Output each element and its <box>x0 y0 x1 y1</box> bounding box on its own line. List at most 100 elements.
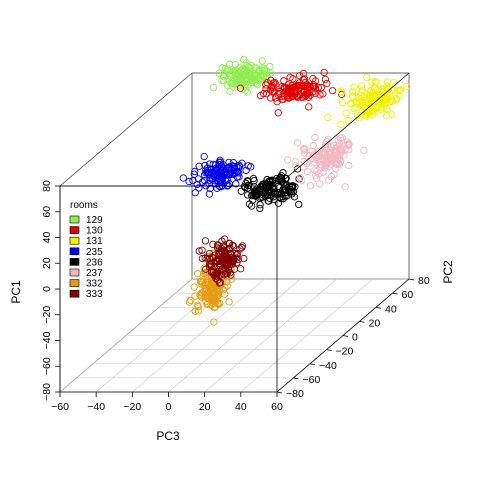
data-point <box>301 145 309 153</box>
data-point <box>371 91 380 99</box>
data-point <box>210 318 218 326</box>
series-131 <box>324 73 411 129</box>
data-point <box>294 81 302 90</box>
data-point <box>327 173 335 181</box>
data-point <box>388 110 396 118</box>
legend-swatch <box>69 226 80 234</box>
data-point <box>244 181 252 190</box>
data-point <box>267 76 275 84</box>
data-point <box>374 85 382 94</box>
y-axis-title: PC2 <box>441 260 455 284</box>
data-point <box>382 112 391 120</box>
data-point <box>248 202 256 210</box>
data-point <box>370 84 379 93</box>
data-point <box>319 168 327 176</box>
y-axis-ticks: −80 −60 −40 −20 0 20 40 60 80 <box>276 275 430 400</box>
data-point <box>273 190 282 198</box>
data-point <box>300 87 309 96</box>
x-tick-label: −40 <box>87 401 105 413</box>
data-point <box>286 73 294 82</box>
data-point <box>358 86 367 94</box>
box-front-edges <box>59 72 410 393</box>
data-point <box>313 174 321 183</box>
z-tick-label: 40 <box>41 232 53 244</box>
x-tick-label: 0 <box>166 401 172 413</box>
data-point <box>323 144 331 152</box>
data-point <box>205 190 214 198</box>
data-point <box>272 174 281 183</box>
data-point <box>236 84 245 92</box>
data-point <box>355 98 364 106</box>
data-point <box>367 107 376 115</box>
data-point <box>352 103 360 112</box>
z-tick-label: −60 <box>41 357 53 375</box>
z-axis-ticks: −80 −60 −40 −20 0 20 40 60 80 <box>41 180 60 401</box>
legend-swatch <box>69 268 80 277</box>
data-point <box>265 197 273 205</box>
data-point <box>285 84 293 92</box>
data-point <box>341 146 349 154</box>
data-point <box>203 300 211 309</box>
data-point <box>378 85 386 93</box>
data-point <box>338 99 347 107</box>
data-point <box>344 116 352 125</box>
data-point <box>191 189 199 197</box>
data-point <box>209 83 218 92</box>
legend-label: 131 <box>86 236 103 247</box>
data-point <box>275 175 283 183</box>
data-point <box>284 156 292 164</box>
y-tick-label: 60 <box>402 289 414 301</box>
data-point <box>382 105 391 113</box>
x-tick-label: −20 <box>123 401 141 413</box>
data-point <box>396 86 405 94</box>
data-point <box>194 307 203 315</box>
x-tick-label: 20 <box>199 401 211 413</box>
y-tick-label: 20 <box>369 317 381 329</box>
data-point <box>257 72 265 80</box>
data-point <box>279 185 287 193</box>
data-point <box>187 296 195 304</box>
data-point <box>216 156 224 164</box>
data-point <box>198 178 207 186</box>
data-point <box>227 271 235 279</box>
y-tick-mark <box>276 391 283 394</box>
box-edge <box>276 72 410 187</box>
data-point <box>211 165 219 173</box>
data-point <box>357 82 366 90</box>
data-point <box>277 173 285 182</box>
data-point <box>194 301 202 309</box>
data-point <box>179 174 187 182</box>
data-point <box>272 80 280 88</box>
data-point <box>208 297 216 305</box>
data-point <box>258 57 266 65</box>
data-point <box>308 147 316 155</box>
data-point <box>207 279 215 287</box>
data-point <box>327 160 335 168</box>
legend-label: 236 <box>86 257 103 268</box>
data-point <box>209 268 218 276</box>
y-tick-label: −40 <box>319 360 337 372</box>
data-point <box>311 77 320 85</box>
data-point <box>377 103 386 112</box>
data-point <box>345 161 353 170</box>
data-point <box>338 90 346 99</box>
data-point <box>281 186 289 194</box>
data-point <box>320 68 328 77</box>
data-point <box>317 157 325 166</box>
data-point <box>227 79 235 87</box>
data-point <box>198 254 207 263</box>
data-point <box>249 174 258 183</box>
z-tick-label: 0 <box>41 286 53 292</box>
data-point <box>210 284 218 292</box>
data-point <box>352 98 360 106</box>
data-point <box>215 161 223 169</box>
data-point <box>225 163 234 171</box>
data-point <box>348 88 357 96</box>
data-point <box>225 158 233 167</box>
data-point <box>256 91 265 100</box>
legend-swatch <box>69 247 80 256</box>
data-point <box>392 94 400 103</box>
data-point <box>219 71 227 79</box>
data-point <box>360 98 368 107</box>
